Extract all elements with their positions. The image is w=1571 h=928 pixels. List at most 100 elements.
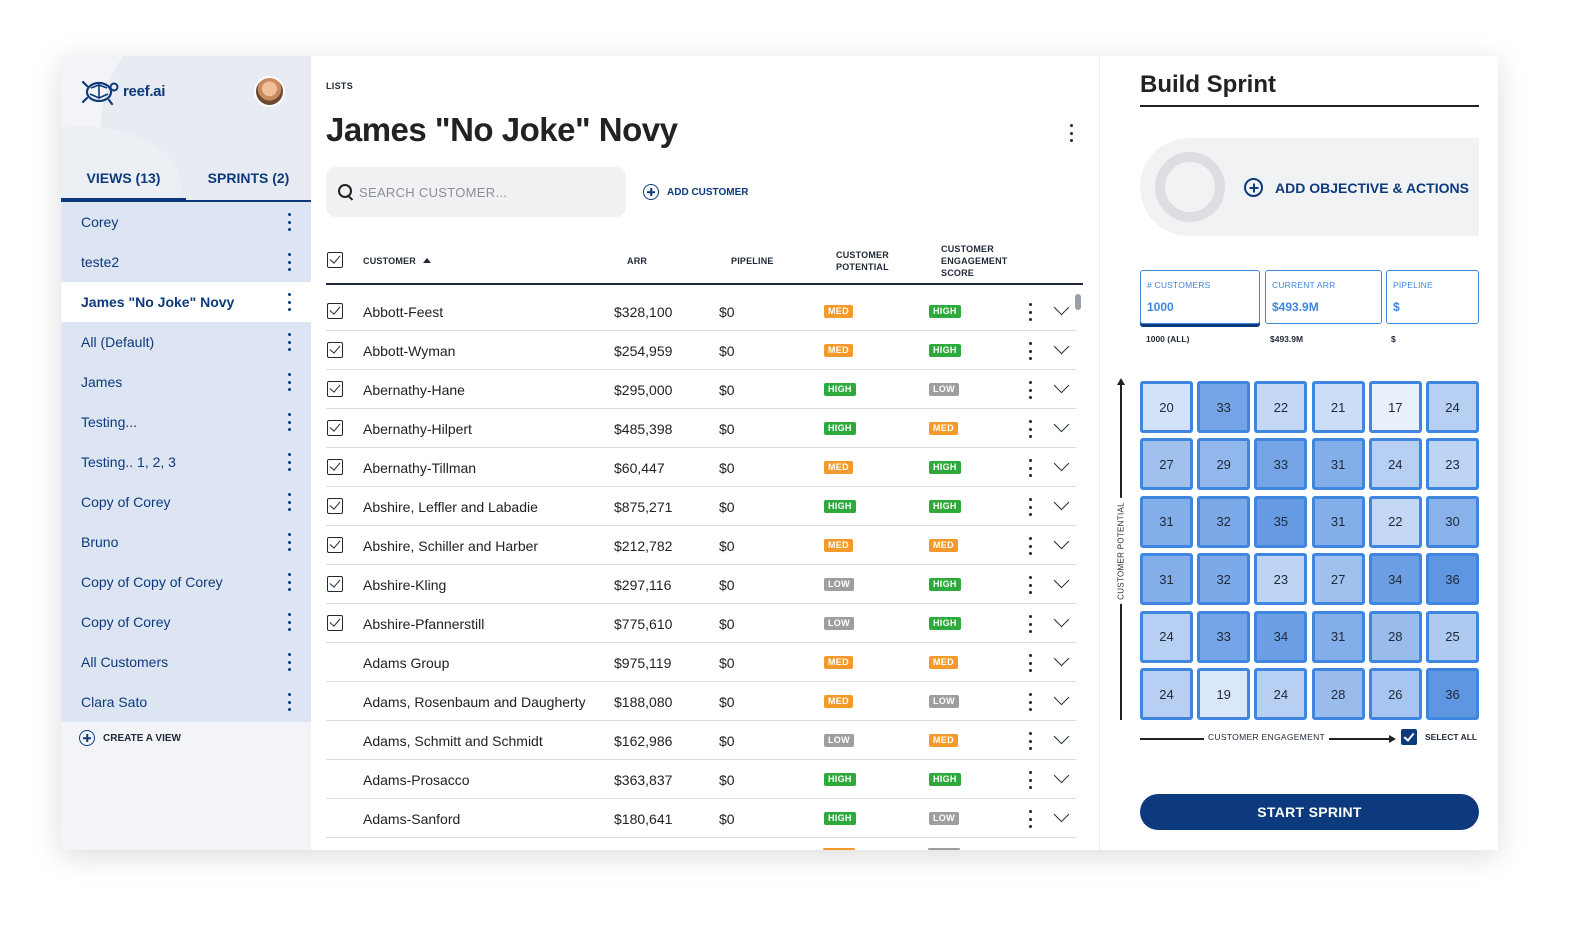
customer-name[interactable]: Abernathy-Tillman [363, 460, 477, 476]
segment-cell[interactable]: 30 [1426, 495, 1479, 548]
segment-cell[interactable]: 36 [1426, 668, 1479, 720]
more-options-icon[interactable] [287, 573, 291, 591]
chevron-down-icon[interactable] [1053, 689, 1070, 706]
row-menu-icon[interactable] [1028, 654, 1032, 672]
table-row[interactable]: Abbott-Wyman $254,959 $0 MED HIGH [326, 331, 1076, 370]
more-options-icon[interactable] [287, 613, 291, 631]
more-options-icon[interactable] [287, 453, 291, 471]
segment-cell[interactable]: 31 [1140, 495, 1193, 548]
list-menu-icon[interactable] [1069, 124, 1073, 142]
row-checkbox[interactable] [327, 615, 343, 631]
segment-cell[interactable]: 26 [1368, 668, 1422, 720]
customer-name[interactable]: Abbott-Wyman [363, 343, 456, 359]
table-row[interactable]: Abernathy-Hane $295,000 $0 HIGH LOW [326, 370, 1076, 409]
segment-cell[interactable]: 23 [1254, 553, 1308, 606]
row-menu-icon[interactable] [1028, 771, 1032, 789]
segment-cell[interactable]: 27 [1311, 553, 1365, 606]
add-objective-button[interactable]: ADD OBJECTIVE & ACTIONS [1244, 178, 1469, 197]
table-row[interactable]: Abshire, Leffler and Labadie $875,271 $0 HI… [326, 487, 1076, 526]
segment-cell[interactable]: 21 [1311, 381, 1365, 433]
add-customer-button[interactable]: ADD CUSTOMER [643, 184, 748, 200]
row-menu-icon[interactable] [1028, 693, 1032, 711]
stat-current-arr[interactable]: CURRENT ARR $493.9M [1265, 270, 1382, 324]
stat-customers[interactable]: # CUSTOMERS 1000 [1140, 270, 1260, 324]
segment-cell[interactable]: 33 [1254, 438, 1308, 491]
scrollbar-thumb[interactable] [1075, 294, 1081, 310]
tab-views[interactable]: VIEWS (13) [61, 166, 186, 202]
row-menu-icon[interactable] [1028, 381, 1032, 399]
table-row[interactable]: Abshire-Kling $297,116 $0 LOW HIGH [326, 565, 1076, 604]
more-options-icon[interactable] [287, 693, 291, 711]
row-menu-icon[interactable] [1028, 303, 1032, 321]
sidebar-view-item[interactable]: James "No Joke" Novy [61, 282, 311, 322]
table-row[interactable]: Abbott-Feest $328,100 $0 MED HIGH [326, 292, 1076, 331]
segment-cell[interactable]: 33 [1197, 610, 1251, 663]
row-menu-icon[interactable] [1028, 498, 1032, 516]
segment-cell[interactable]: 35 [1254, 495, 1308, 548]
chevron-down-icon[interactable] [1053, 338, 1070, 355]
table-row[interactable]: Adams-Sanford $180,641 $0 HIGH LOW [326, 799, 1076, 838]
segment-cell[interactable]: 28 [1368, 610, 1422, 663]
segment-cell[interactable]: 32 [1197, 495, 1251, 548]
row-menu-icon[interactable] [1028, 537, 1032, 555]
row-checkbox[interactable] [327, 498, 343, 514]
sidebar-view-item[interactable]: Copy of Corey [61, 482, 311, 522]
column-header-customer[interactable]: CUSTOMER [363, 255, 431, 267]
row-checkbox[interactable] [327, 381, 343, 397]
segment-cell[interactable]: 24 [1368, 438, 1422, 491]
table-row[interactable]: Abshire, Schiller and Harber $212,782 $0 ME… [326, 526, 1076, 565]
sidebar-view-item[interactable]: All Customers [61, 642, 311, 682]
row-checkbox[interactable] [327, 420, 343, 436]
sidebar-view-item[interactable]: Copy of Copy of Corey [61, 562, 311, 602]
more-options-icon[interactable] [287, 213, 291, 231]
row-menu-icon[interactable] [1028, 420, 1032, 438]
row-menu-icon[interactable] [1028, 732, 1032, 750]
customer-name[interactable]: Abbott-Feest [363, 304, 444, 320]
segment-cell[interactable]: 23 [1426, 438, 1479, 491]
segment-cell[interactable]: 24 [1140, 610, 1193, 663]
segment-cell[interactable]: 24 [1426, 381, 1479, 433]
chevron-down-icon[interactable] [1053, 377, 1070, 394]
chevron-down-icon[interactable] [1053, 767, 1070, 784]
more-options-icon[interactable] [287, 293, 291, 311]
chevron-down-icon[interactable] [1053, 728, 1070, 745]
row-menu-icon[interactable] [1028, 576, 1032, 594]
more-options-icon[interactable] [287, 333, 291, 351]
customer-name[interactable]: Abshire, Leffler and Labadie [363, 499, 538, 515]
search-box[interactable] [326, 167, 626, 217]
tab-sprints[interactable]: SPRINTS (2) [207, 170, 290, 186]
table-row[interactable]: Adams Group $975,119 $0 MED MED [326, 643, 1076, 682]
customer-name[interactable]: Adams-Prosacco [363, 772, 470, 788]
search-input[interactable] [359, 184, 609, 200]
segment-cell[interactable]: 36 [1426, 553, 1479, 606]
segment-cell[interactable]: 31 [1311, 610, 1365, 663]
row-checkbox[interactable] [327, 342, 343, 358]
segment-cell[interactable]: 22 [1254, 381, 1308, 433]
customer-name[interactable]: Adams, Schmitt and Schmidt [363, 733, 543, 749]
breadcrumb[interactable]: LISTS [326, 81, 354, 91]
row-menu-icon[interactable] [1028, 342, 1032, 360]
more-options-icon[interactable] [287, 253, 291, 271]
more-options-icon[interactable] [287, 653, 291, 671]
table-row[interactable]: Abernathy-Tillman $60,447 $0 MED HIGH [326, 448, 1076, 487]
sidebar-view-item[interactable]: Corey [61, 202, 311, 242]
row-menu-icon[interactable] [1028, 459, 1032, 477]
customer-name[interactable]: Adams, Rosenbaum and Daugherty [363, 694, 586, 710]
customer-name[interactable]: Adams-Sanford [363, 811, 461, 827]
chevron-down-icon[interactable] [1053, 650, 1070, 667]
start-sprint-button[interactable]: START SPRINT [1140, 794, 1479, 830]
sidebar-view-item[interactable]: Bruno [61, 522, 311, 562]
chevron-down-icon[interactable] [1053, 806, 1070, 823]
row-menu-icon[interactable] [1028, 615, 1032, 633]
segment-cell[interactable]: 24 [1254, 668, 1308, 720]
customer-name[interactable]: Adams Group [363, 655, 450, 671]
table-row[interactable]: Adams, Schmitt and Schmidt $162,986 $0 LOW M… [326, 721, 1076, 760]
column-header-pipeline[interactable]: PIPELINE [731, 256, 774, 266]
row-menu-icon[interactable] [1028, 810, 1032, 828]
chevron-down-icon[interactable] [1053, 416, 1070, 433]
segment-cell[interactable]: 22 [1368, 495, 1422, 548]
chevron-down-icon[interactable] [1053, 533, 1070, 550]
sidebar-view-item[interactable]: teste2 [61, 242, 311, 282]
row-checkbox[interactable] [327, 303, 343, 319]
segment-cell[interactable]: 25 [1426, 610, 1479, 663]
